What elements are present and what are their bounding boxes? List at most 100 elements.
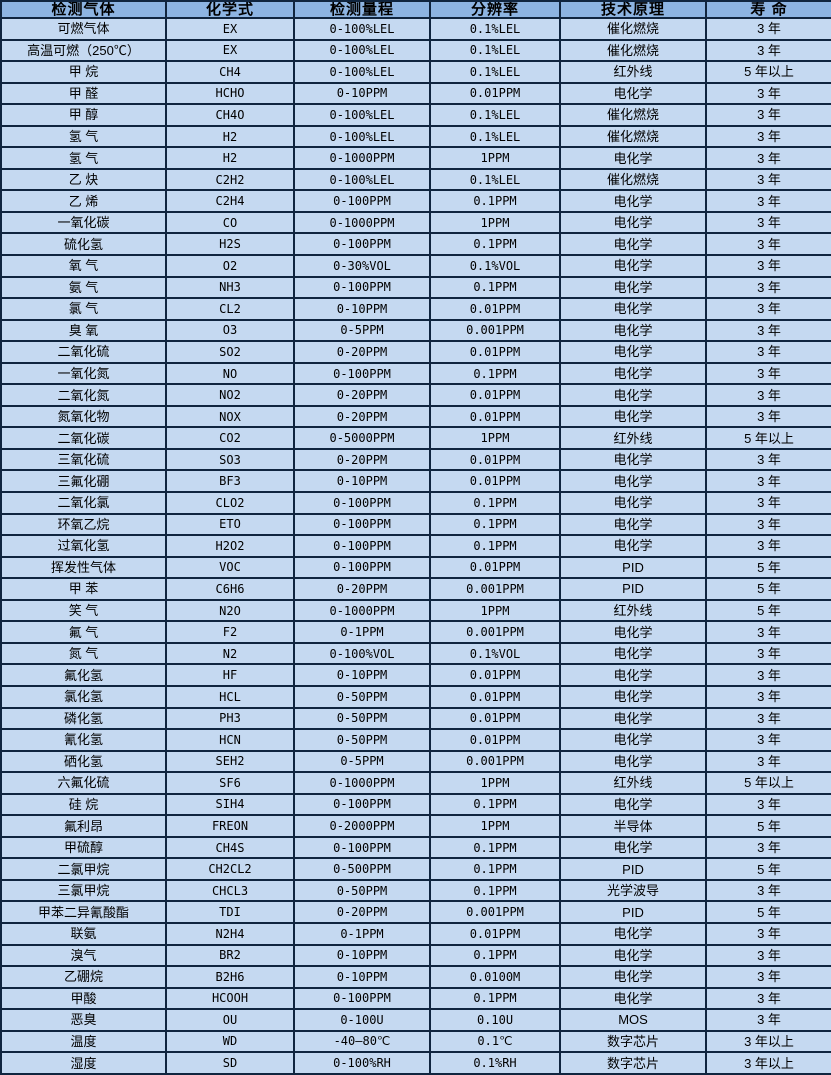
cell-chemical-formula: CH4S <box>165 835 295 860</box>
cell-technology: 电化学 <box>559 792 707 817</box>
cell-detection-range: 0-10PPM <box>293 965 431 989</box>
column-header-1: 检测气体 <box>0 0 167 19</box>
cell-resolution: 0.1%VOL <box>429 641 561 666</box>
cell-chemical-formula: H2O2 <box>165 534 295 558</box>
cell-resolution: 0.01PPM <box>429 706 561 731</box>
cell-resolution: 0.1%LEL <box>429 124 561 149</box>
cell-technology: 电化学 <box>559 275 707 300</box>
cell-resolution: 0.1PPM <box>429 835 561 860</box>
cell-gas-name: 硫化氢 <box>0 232 167 256</box>
cell-lifespan: 3 年 <box>705 706 831 731</box>
cell-lifespan: 3 年 <box>705 835 831 860</box>
cell-resolution: 0.1PPM <box>429 792 561 817</box>
cell-chemical-formula: EX <box>165 38 295 63</box>
cell-chemical-formula: H2 <box>165 146 295 170</box>
cell-lifespan: 3 年 <box>705 17 831 41</box>
cell-technology: 数字芯片 <box>559 1029 707 1054</box>
cell-resolution: 1PPM <box>429 814 561 838</box>
cell-chemical-formula: NH3 <box>165 275 295 300</box>
cell-detection-range: 0-100PPM <box>293 512 431 537</box>
cell-chemical-formula: C6H6 <box>165 577 295 601</box>
table-row: 乙 炔 C2H2 0-100%LEL 0.1%LEL 催化燃烧 3 年 <box>0 167 831 192</box>
cell-detection-range: 0-100PPM <box>293 534 431 558</box>
cell-chemical-formula: H2S <box>165 232 295 256</box>
table-row: 氟 气 F2 0-1PPM 0.001PPM 电化学 3 年 <box>0 620 831 644</box>
cell-lifespan: 3 年 <box>705 232 831 256</box>
cell-technology: 光学波导 <box>559 878 707 903</box>
cell-detection-range: 0-1000PPM <box>293 771 431 795</box>
cell-resolution: 0.01PPM <box>429 663 561 687</box>
cell-lifespan: 3 年 <box>705 340 831 364</box>
cell-gas-name: 二氧化氮 <box>0 383 167 407</box>
table-row: 硒化氢 SEH2 0-5PPM 0.001PPM 电化学 3 年 <box>0 749 831 774</box>
table-row: 环氧乙烷 ETO 0-100PPM 0.1PPM 电化学 3 年 <box>0 512 831 537</box>
cell-lifespan: 3 年 <box>705 361 831 386</box>
cell-gas-name: 挥发性气体 <box>0 555 167 580</box>
table-row: 硅 烷 SIH4 0-100PPM 0.1PPM 电化学 3 年 <box>0 792 831 817</box>
cell-chemical-formula: HCN <box>165 728 295 752</box>
cell-chemical-formula: HCOOH <box>165 986 295 1011</box>
cell-technology: 电化学 <box>559 663 707 687</box>
cell-lifespan: 3 年 <box>705 728 831 752</box>
table-row: 氢 气 H2 0-1000PPM 1PPM 电化学 3 年 <box>0 146 831 170</box>
cell-technology: 电化学 <box>559 684 707 709</box>
cell-detection-range: 0-10PPM <box>293 469 431 494</box>
cell-technology: PID <box>559 857 707 881</box>
cell-lifespan: 3 年以上 <box>705 1029 831 1054</box>
cell-gas-name: 乙硼烷 <box>0 965 167 989</box>
cell-gas-name: 氮 气 <box>0 641 167 666</box>
cell-technology: 电化学 <box>559 297 707 321</box>
cell-chemical-formula: O3 <box>165 318 295 343</box>
cell-lifespan: 3 年 <box>705 275 831 300</box>
cell-gas-name: 硅 烷 <box>0 792 167 817</box>
cell-technology: 电化学 <box>559 491 707 515</box>
table-row: 氰化氢 HCN 0-50PPM 0.01PPM 电化学 3 年 <box>0 728 831 752</box>
cell-resolution: 0.1PPM <box>429 361 561 386</box>
cell-lifespan: 3 年 <box>705 512 831 537</box>
table-row: 氯化氢 HCL 0-50PPM 0.01PPM 电化学 3 年 <box>0 684 831 709</box>
cell-resolution: 0.1PPM <box>429 512 561 537</box>
cell-technology: 电化学 <box>559 921 707 946</box>
table-row: 挥发性气体 VOC 0-100PPM 0.01PPM PID 5 年 <box>0 555 831 580</box>
cell-gas-name: 三氧化硫 <box>0 447 167 472</box>
cell-chemical-formula: TDI <box>165 900 295 924</box>
column-header-3: 检测量程 <box>293 0 431 19</box>
cell-lifespan: 3 年 <box>705 383 831 407</box>
cell-resolution: 0.01PPM <box>429 340 561 364</box>
cell-gas-name: 甲 烷 <box>0 60 167 84</box>
cell-detection-range: 0-100PPM <box>293 792 431 817</box>
cell-gas-name: 甲 苯 <box>0 577 167 601</box>
cell-lifespan: 3 年 <box>705 749 831 774</box>
cell-lifespan: 3 年 <box>705 1008 831 1032</box>
cell-lifespan: 3 年 <box>705 469 831 494</box>
cell-chemical-formula: SO2 <box>165 340 295 364</box>
cell-gas-name: 硒化氢 <box>0 749 167 774</box>
cell-chemical-formula: SD <box>165 1051 295 1075</box>
cell-resolution: 0.01PPM <box>429 469 561 494</box>
table-row: 高温可燃（250℃） EX 0-100%LEL 0.1%LEL 催化燃烧 3 年 <box>0 38 831 63</box>
cell-detection-range: 0-100PPM <box>293 232 431 256</box>
table-row: 甲硫醇 CH4S 0-100PPM 0.1PPM 电化学 3 年 <box>0 835 831 860</box>
cell-resolution: 0.01PPM <box>429 921 561 946</box>
cell-detection-range: 0-20PPM <box>293 340 431 364</box>
cell-chemical-formula: BF3 <box>165 469 295 494</box>
cell-gas-name: 一氧化氮 <box>0 361 167 386</box>
table-row: 六氟化硫 SF6 0-1000PPM 1PPM 红外线 5 年以上 <box>0 771 831 795</box>
cell-detection-range: 0-5PPM <box>293 749 431 774</box>
cell-chemical-formula: OU <box>165 1008 295 1032</box>
cell-gas-name: 三氯甲烷 <box>0 878 167 903</box>
table-row: 恶臭 OU 0-100U 0.10U MOS 3 年 <box>0 1008 831 1032</box>
cell-detection-range: 0-100PPM <box>293 555 431 580</box>
cell-technology: 电化学 <box>559 835 707 860</box>
cell-technology: 红外线 <box>559 771 707 795</box>
cell-gas-name: 磷化氢 <box>0 706 167 731</box>
cell-technology: 电化学 <box>559 210 707 235</box>
cell-technology: 电化学 <box>559 706 707 731</box>
table-row: 甲酸 HCOOH 0-100PPM 0.1PPM 电化学 3 年 <box>0 986 831 1011</box>
cell-detection-range: 0-100%LEL <box>293 167 431 192</box>
cell-chemical-formula: PH3 <box>165 706 295 731</box>
cell-gas-name: 过氧化氢 <box>0 534 167 558</box>
cell-gas-name: 氟利昂 <box>0 814 167 838</box>
cell-resolution: 0.1%LEL <box>429 38 561 63</box>
cell-chemical-formula: NOX <box>165 404 295 429</box>
